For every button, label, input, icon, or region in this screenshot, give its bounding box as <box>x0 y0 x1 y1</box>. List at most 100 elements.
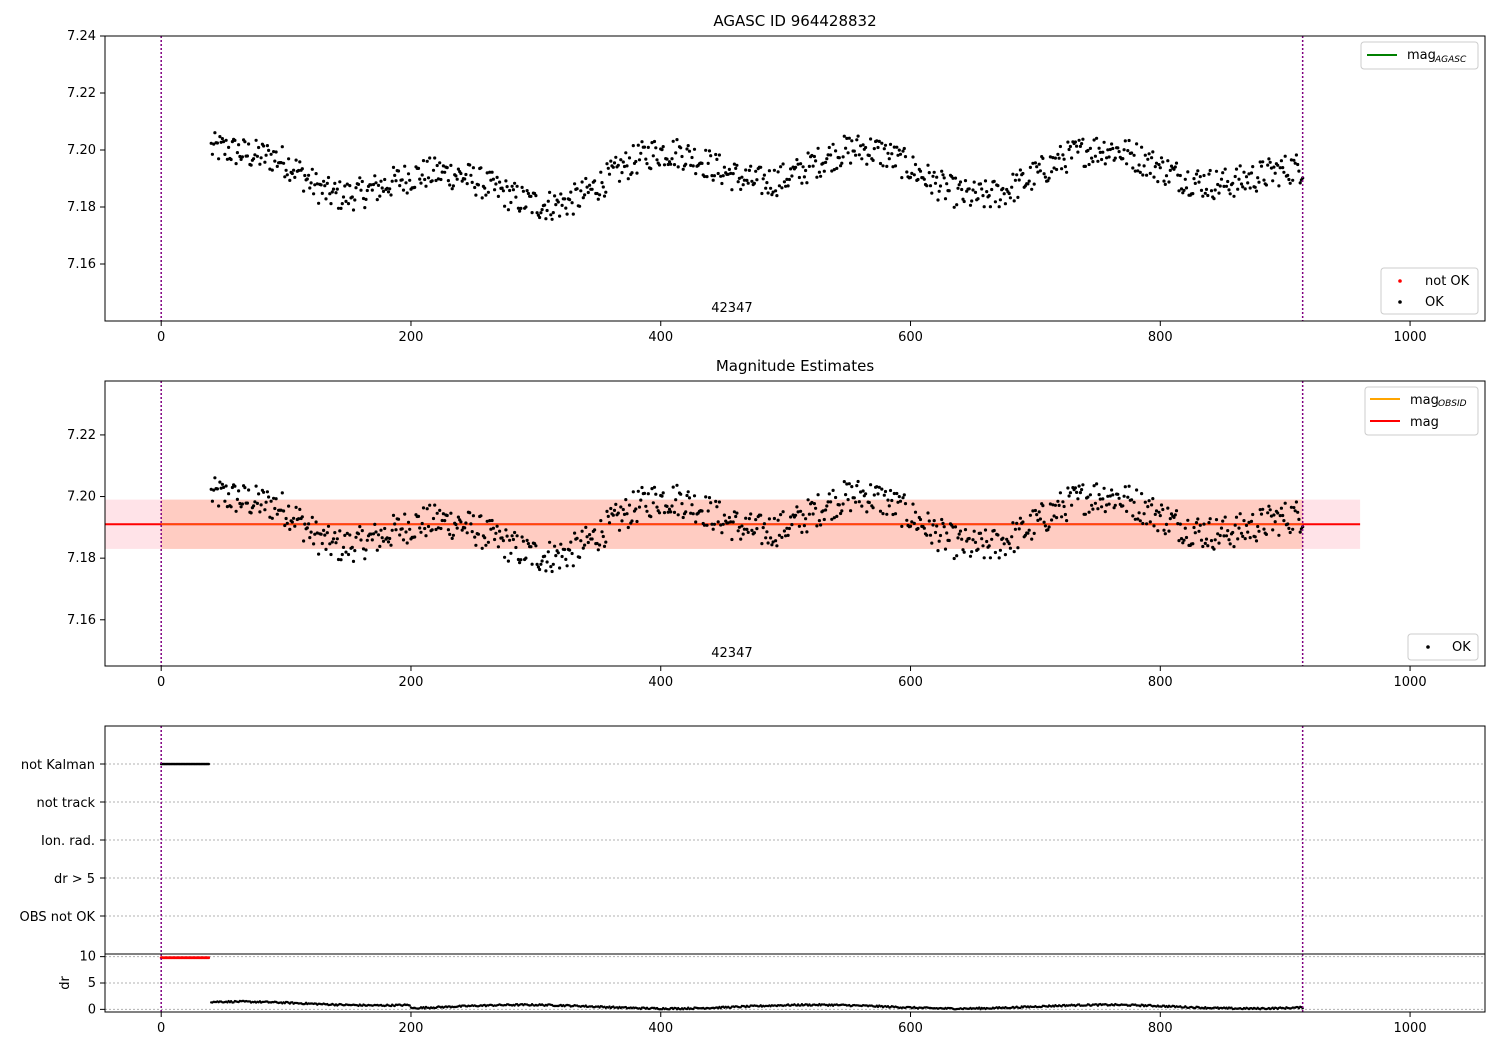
data-point <box>239 505 243 509</box>
data-point <box>721 174 725 178</box>
data-point <box>1086 148 1090 153</box>
data-point <box>539 211 543 215</box>
data-point <box>471 514 475 518</box>
data-point <box>726 172 730 176</box>
data-point <box>396 517 401 521</box>
data-point <box>1191 542 1195 546</box>
data-point <box>420 173 424 177</box>
data-point <box>237 489 241 493</box>
data-point <box>841 155 845 159</box>
data-point <box>569 190 573 194</box>
data-point <box>1166 506 1170 510</box>
data-point <box>1164 174 1169 178</box>
data-point <box>710 174 714 178</box>
data-point <box>282 161 286 165</box>
data-point <box>953 525 958 529</box>
flag-label: not Kalman <box>21 758 95 773</box>
data-point <box>1136 517 1140 521</box>
data-point <box>1262 527 1266 531</box>
data-point <box>1048 502 1052 506</box>
data-point <box>339 206 343 210</box>
data-point <box>844 493 848 497</box>
data-point <box>375 548 379 552</box>
data-point <box>468 163 472 167</box>
data-point <box>1297 517 1301 522</box>
data-point <box>389 193 393 197</box>
data-point <box>684 162 688 166</box>
data-point <box>558 566 562 570</box>
data-point <box>222 140 226 144</box>
data-point <box>404 181 408 185</box>
data-point <box>550 217 554 221</box>
data-point <box>360 529 364 533</box>
data-point <box>506 208 510 212</box>
data-point <box>878 509 883 513</box>
data-point <box>359 188 363 192</box>
data-point <box>1142 164 1146 168</box>
data-point <box>891 512 895 517</box>
data-point <box>280 145 284 149</box>
data-point <box>1062 504 1066 509</box>
legend-agasc-sub: AGASC <box>1434 55 1467 65</box>
data-point <box>740 175 744 179</box>
data-point <box>645 509 649 513</box>
data-point <box>1184 186 1189 190</box>
data-point <box>1143 500 1147 504</box>
data-point <box>1222 184 1226 188</box>
data-point <box>891 165 895 169</box>
x-tick-label: 400 <box>648 1021 673 1036</box>
data-point <box>737 525 742 529</box>
data-point <box>400 178 404 182</box>
data-point <box>1021 520 1025 524</box>
data-point <box>570 551 574 556</box>
data-point <box>661 491 665 495</box>
data-point <box>369 532 373 536</box>
data-point <box>1254 539 1259 543</box>
data-point <box>732 162 737 166</box>
data-point <box>307 522 311 526</box>
data-point <box>834 495 838 500</box>
data-point <box>593 179 597 183</box>
data-point <box>670 157 674 161</box>
data-point <box>234 162 238 166</box>
data-point <box>1233 523 1237 527</box>
data-point <box>394 528 398 532</box>
data-point <box>538 215 542 220</box>
panel-flags-points <box>159 762 210 766</box>
legend-ok-marker <box>1426 645 1430 649</box>
data-point <box>1247 172 1251 176</box>
data-point <box>1208 517 1212 521</box>
data-point <box>981 194 985 198</box>
data-point <box>1154 161 1159 165</box>
data-point <box>596 197 600 201</box>
data-point <box>609 506 613 511</box>
data-point <box>255 154 259 158</box>
data-point <box>1032 531 1036 536</box>
data-point <box>322 528 326 533</box>
data-point <box>895 145 899 149</box>
legend-box <box>1407 633 1479 661</box>
data-point <box>1296 510 1300 514</box>
data-point <box>861 489 865 493</box>
data-point <box>358 176 362 180</box>
data-point <box>489 527 493 531</box>
data-point <box>419 530 423 534</box>
data-point <box>588 183 592 187</box>
data-point <box>1246 530 1250 534</box>
data-point <box>707 496 712 500</box>
data-point <box>932 170 936 174</box>
data-point <box>1060 515 1064 519</box>
data-point <box>1183 177 1187 181</box>
data-point <box>765 530 769 534</box>
data-point <box>601 534 605 539</box>
data-point <box>1092 138 1096 142</box>
data-point <box>993 550 998 555</box>
data-point <box>1259 512 1264 516</box>
data-point <box>1214 518 1219 522</box>
data-point <box>1106 148 1110 152</box>
data-point <box>719 523 723 527</box>
data-point <box>343 184 347 188</box>
data-point <box>875 485 879 489</box>
data-point <box>245 501 249 505</box>
data-point <box>1209 189 1214 193</box>
